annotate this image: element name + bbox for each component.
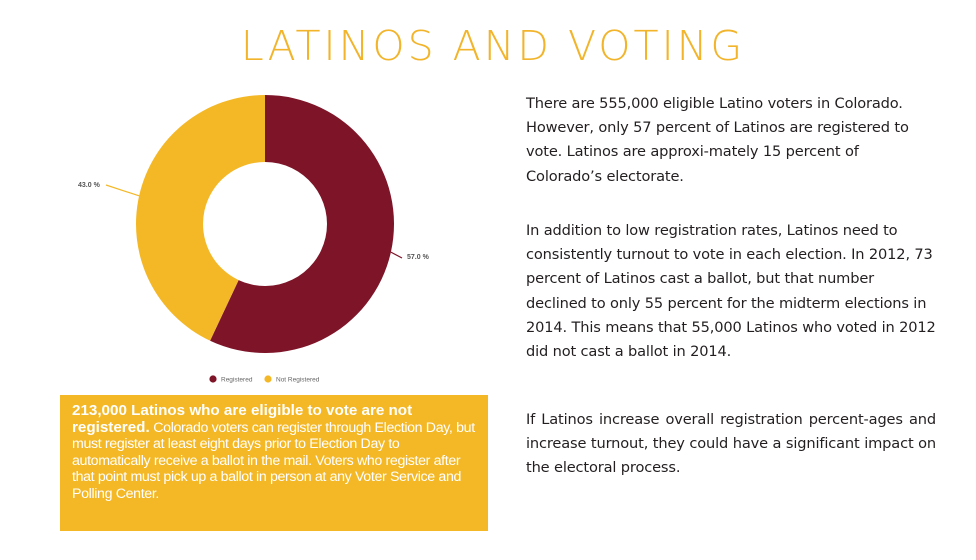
callout-box: 213,000 Latinos who are eligible to vote… xyxy=(60,395,488,531)
donut-slice-registered xyxy=(210,95,394,353)
legend-dot-registered xyxy=(209,375,217,383)
legend-label-not-registered: Not Registered xyxy=(276,377,320,384)
chart-legend: Registered Not Registered xyxy=(209,375,320,384)
callout-body: Colorado voters can register through Ele… xyxy=(72,419,475,502)
donut-slices xyxy=(136,95,394,353)
page-title: LATINOS AND VOTING xyxy=(240,22,746,70)
leader-line-registered xyxy=(390,251,403,259)
data-label-registered: 57.0 % xyxy=(407,254,430,261)
legend-dot-not-registered xyxy=(264,375,272,383)
label-leaders xyxy=(105,184,403,259)
paragraph-turnout: In addition to low registration rates, L… xyxy=(526,222,936,361)
leader-line-not-registered xyxy=(105,184,140,197)
data-label-not-registered: 43.0 % xyxy=(78,182,101,189)
data-labels: 57.0 % 43.0 % xyxy=(78,182,430,261)
legend-label-registered: Registered xyxy=(221,377,253,384)
paragraph-impact: If Latinos increase overall registration… xyxy=(526,411,936,477)
callout-lead: 213,000 Latinos who are eligible to vote… xyxy=(72,402,413,436)
paragraph-eligible-voters: There are 555,000 eligible Latino voters… xyxy=(526,95,909,185)
donut-slice-not-registered xyxy=(136,95,265,341)
